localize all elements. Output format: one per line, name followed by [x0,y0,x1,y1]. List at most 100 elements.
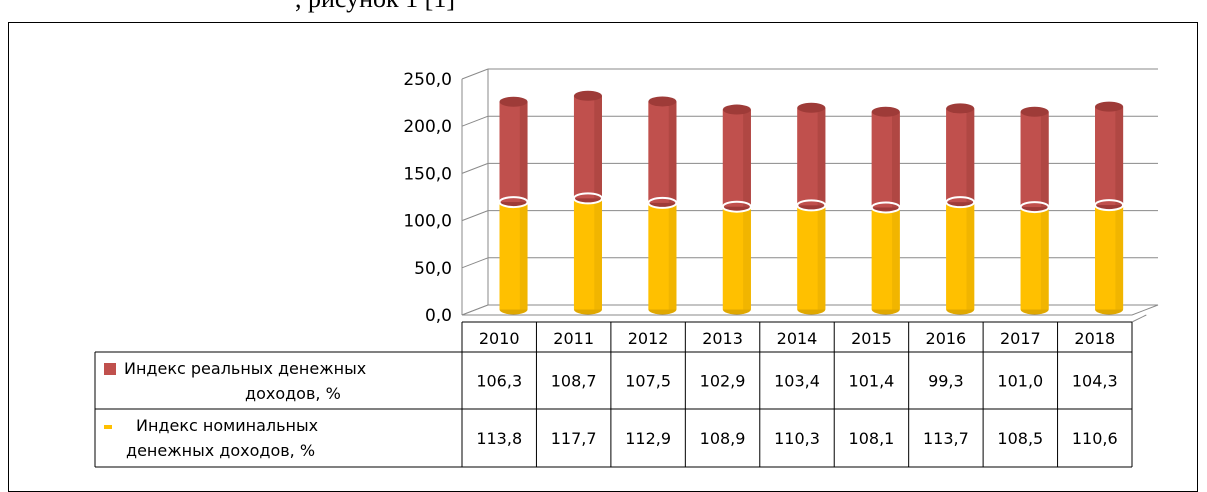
bar-nominal-face [499,202,528,310]
bar-real [871,106,900,213]
bar-real [722,104,751,212]
y-axis-ticks: 0,0 50,0 100,0 150,0 200,0 250,0 [403,70,452,326]
bar-nominal-face [871,207,900,310]
bar-nominal-shade [1040,207,1049,310]
x-tick-label: 2012 [628,329,669,348]
y-tick-label: 0,0 [425,306,452,326]
x-tick-label: 2014 [777,329,818,348]
bar-real [1095,101,1124,211]
x-tick-label: 2017 [1000,329,1041,348]
data-label: 113,8 [476,429,522,448]
data-label: 117,7 [551,429,597,448]
bar-nominal [871,202,900,315]
bar-nominal-shade [817,205,826,310]
data-label: 102,9 [700,372,746,391]
bar-nominal-shade [892,207,900,310]
y-tick-label: 150,0 [403,164,452,184]
y-tick-label: 250,0 [403,70,452,90]
bar-real-face [797,107,826,206]
legend-key-real [104,363,116,375]
legend-label: Индекс номинальных денежных доходов, % [126,416,318,460]
bar-nominal-face [722,206,751,310]
bar-separator [796,199,827,212]
data-label: 113,7 [923,429,969,448]
data-label: 108,9 [700,429,746,448]
x-tick-label: 2013 [702,329,743,348]
page-text-fragment: , рисунок 1 [1] [295,0,455,14]
bar-real-top [648,96,677,107]
bar-real-top [946,103,975,114]
table-corner [1131,314,1147,323]
x-tick-label: 2016 [926,329,967,348]
bar-real-face [573,95,602,199]
bar-nominal-face [1020,207,1049,310]
gridline-side [461,257,489,269]
data-label: 103,4 [774,372,820,391]
data-label: 108,5 [997,429,1043,448]
bar-separator [498,196,529,209]
bar-nominal-shade [1115,205,1124,310]
data-label: 108,7 [551,372,597,391]
gridline-side [461,210,489,222]
bar-real-face [648,101,677,203]
bar-nominal [722,201,751,315]
data-table: 2010 2011 2012 2013 2014 2015 2016 2017 2018 Инде… [94,314,1147,468]
bar-nominal-shade [743,206,751,310]
bar-real-face [871,111,900,208]
data-label: 112,9 [625,429,671,448]
bar-separator [945,196,976,209]
data-label: 99,3 [928,372,964,391]
bar-nominal-face [1095,205,1124,310]
bar-real-face [499,101,528,203]
bar-real [573,90,602,204]
bar-real-face [1095,106,1124,206]
bar-separator [1019,201,1050,214]
bar-real [1020,106,1049,213]
bar-real-top [1020,106,1049,117]
bar-real-face [722,109,751,207]
data-label: 101,4 [849,372,895,391]
x-tick-label: 2010 [479,329,520,348]
chart: 0,0 50,0 100,0 150,0 200,0 250,0 2010 2011 2012… [94,68,1159,468]
data-label: 101,0 [997,372,1043,391]
gridline-side [461,162,489,174]
data-label: 108,1 [849,429,895,448]
legend-key-nominal [104,425,112,429]
data-label: 106,3 [476,372,522,391]
bar-separator [572,192,603,205]
bar-nominal [946,197,975,315]
bar-real-shade [817,107,826,206]
bar-real [946,103,975,208]
bar-real-top [573,90,602,101]
bar-nominal [1020,202,1049,315]
data-label: 104,3 [1072,372,1118,391]
bar-nominal [797,200,826,315]
legend-label: Индекс реальных денежных доходов, % [124,359,366,403]
bar-real-shade [966,108,975,203]
y-tick-label: 50,0 [414,259,452,279]
bar-nominal-shade [519,202,528,310]
bar-real-shade [519,101,528,203]
bar-nominal [648,197,677,315]
bar-nominal-face [946,202,975,310]
bar-separator [1094,199,1125,212]
bar-real-top [1095,101,1124,112]
bar-real-shade [668,101,677,203]
bar-separator [870,201,901,214]
bar-real-top [499,96,528,107]
bar-real-top [797,102,826,113]
x-tick-label: 2018 [1074,329,1115,348]
bar-nominal-face [648,202,677,310]
x-tick-label: 2015 [851,329,892,348]
bar-real-face [1020,111,1049,208]
bar-nominal-shade [668,202,677,310]
bar-nominal-face [797,205,826,310]
data-label: 107,5 [625,372,671,391]
data-label: 110,3 [774,429,820,448]
bar-real-face [946,108,975,203]
bar-real [648,96,677,208]
bar-real-shade [1040,111,1049,208]
bar-real-shade [594,95,602,199]
x-tick-label: 2011 [553,329,594,348]
bar-real-shade [892,111,900,208]
